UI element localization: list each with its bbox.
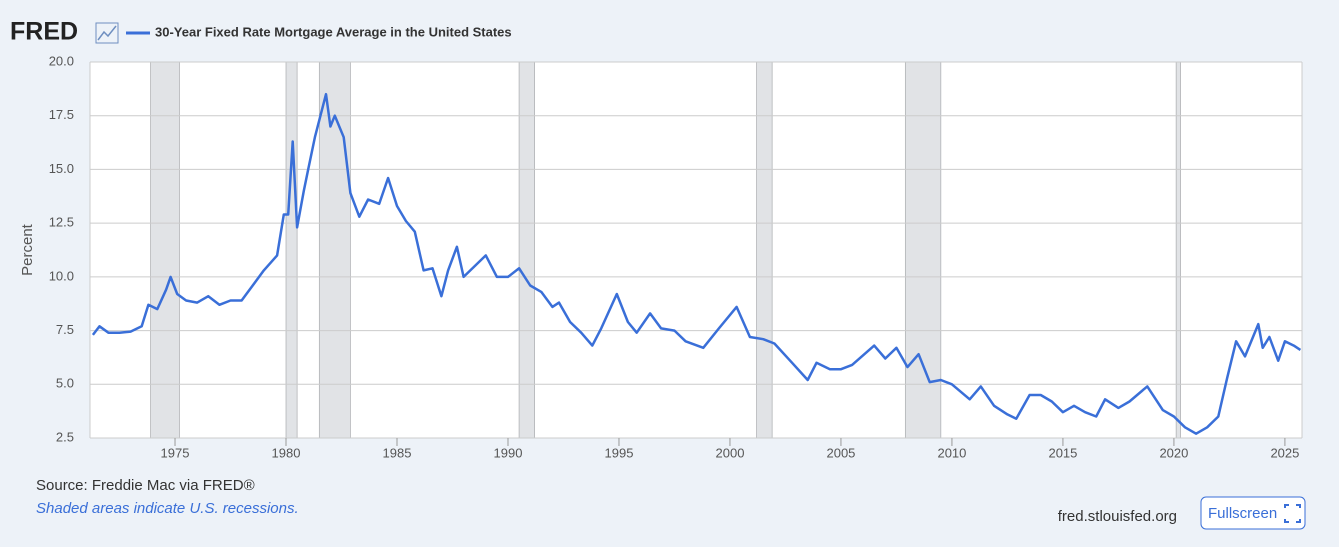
x-tick-label: 2015 [1048,445,1077,460]
x-tick-label: 2005 [826,445,855,460]
x-tick-label: 1995 [605,445,634,460]
recession-band [318,61,351,439]
y-tick-label: 12.5 [49,215,74,230]
y-tick-label: 15.0 [49,161,74,176]
plot-area [90,62,1302,438]
y-tick-label: 20.0 [49,53,74,68]
x-tick-label: 2010 [937,445,966,460]
legend-label: 30-Year Fixed Rate Mortgage Average in t… [155,24,512,39]
recession-band [285,61,298,439]
x-tick-label: 2000 [716,445,745,460]
button-label[interactable]: Fullscreen [1208,505,1277,522]
x-tick-label: 1985 [383,445,412,460]
y-tick-label: 10.0 [49,268,74,283]
logo-icon [95,22,119,44]
button-frame[interactable] [1200,496,1306,530]
recession-band [1175,61,1181,439]
x-tick-label: 1990 [494,445,523,460]
logo: FRED [10,18,78,46]
fullscreen-button[interactable]: Fullscreen [1200,496,1306,530]
y-tick-label: 2.5 [56,429,74,444]
x-tick-label: 1980 [272,445,301,460]
recession-band [904,61,942,439]
recession-band [756,61,773,439]
button-icon[interactable] [1284,504,1301,523]
x-tick-label: 1975 [161,445,190,460]
x-tick-label: 2020 [1159,445,1188,460]
y-tick-label: 5.0 [56,376,74,391]
note: Shaded areas indicate U.S. recessions. [36,500,299,517]
recession-band [518,61,535,439]
y-tick-label: 17.5 [49,107,74,122]
url: fred.stlouisfed.org [1058,508,1177,525]
series-line [91,92,1302,435]
recession-band [150,61,180,439]
y-axis-label: Percent [19,223,36,276]
y-tick-label: 7.5 [56,322,74,337]
x-tick-label: 2025 [1270,445,1299,460]
source: Source: Freddie Mac via FRED® [36,477,255,494]
logo-icon-line [97,25,117,41]
